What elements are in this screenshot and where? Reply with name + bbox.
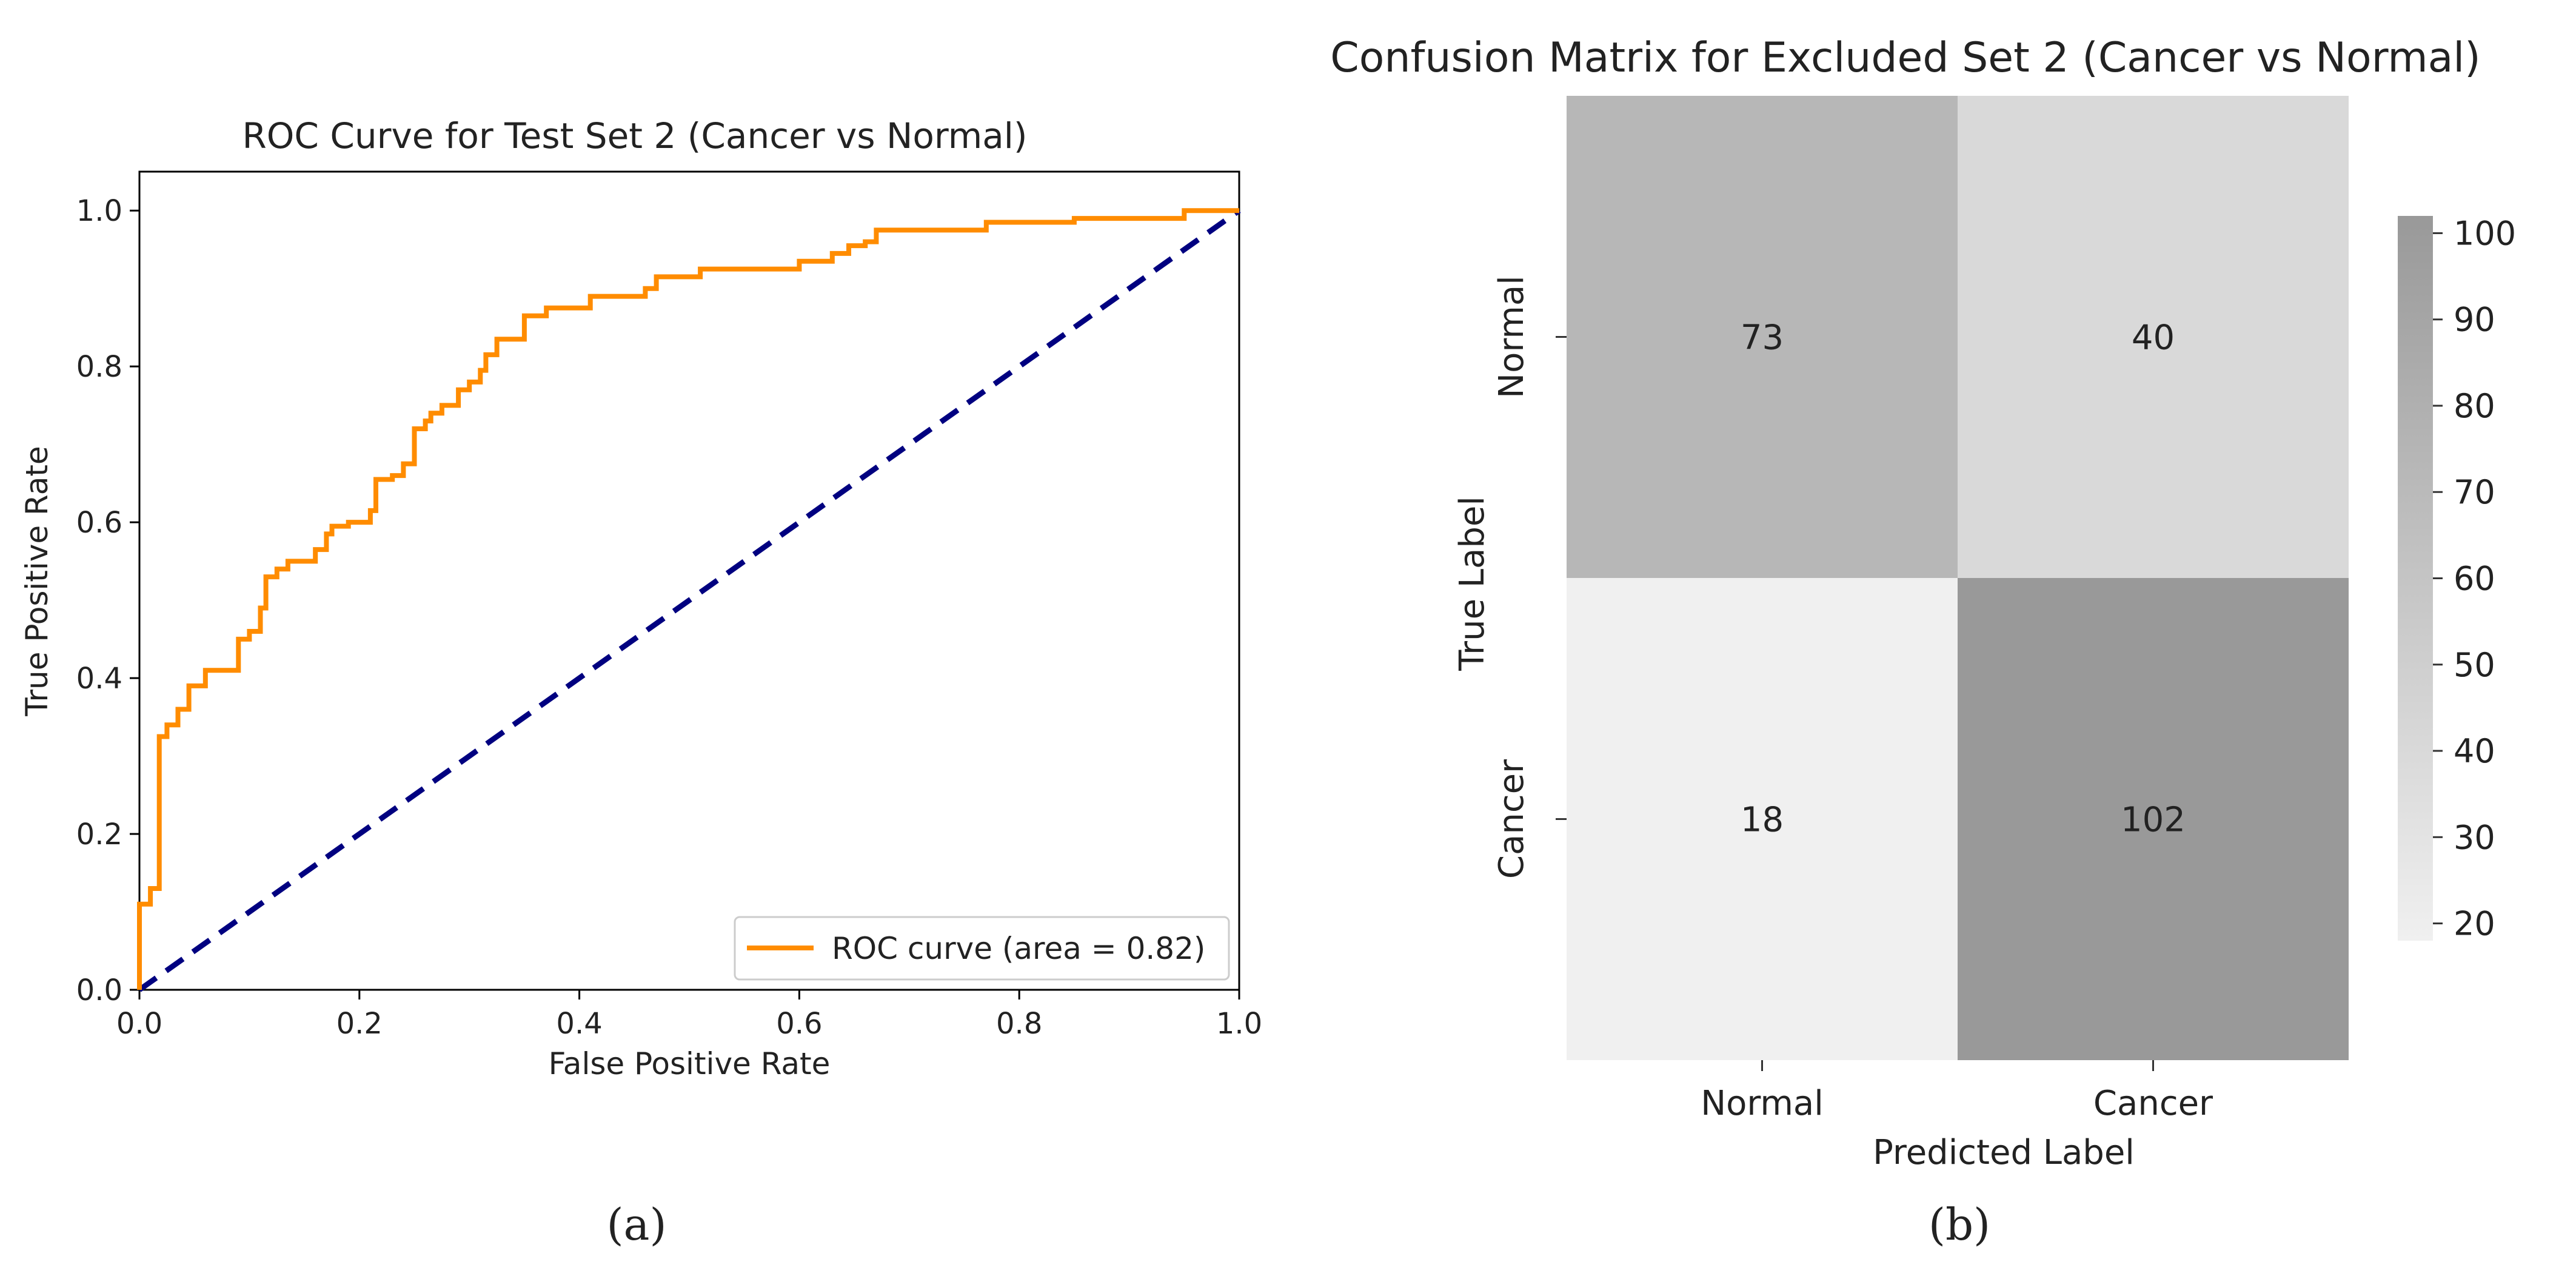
cm-colorbar-tick-label: 30 [2454, 818, 2495, 856]
cm-colorbar-tick-label: 20 [2454, 905, 2495, 943]
cm-cell [1958, 578, 2349, 1060]
roc-curve-line [137, 208, 1239, 990]
cm-title: Confusion Matrix for Excluded Set 2 (Can… [1330, 34, 2480, 82]
cm-colorbar-tick-label: 90 [2454, 301, 2495, 339]
roc-x-tick-label: 0.8 [996, 1007, 1042, 1041]
cm-y-tick-label: Cancer [1492, 759, 1531, 879]
cm-cell [1958, 96, 2349, 578]
cm-cell-value: 40 [2132, 318, 2175, 358]
roc-y-tick-label: 0.2 [76, 818, 122, 852]
roc-y-tick-label: 1.0 [76, 194, 122, 228]
confusion-panel: Confusion Matrix for Excluded Set 2 (Can… [1330, 34, 2516, 1250]
roc-y-tick-label: 0.0 [76, 973, 122, 1007]
roc-plot-area [138, 170, 1240, 991]
cm-y-tick-label: Normal [1492, 275, 1531, 398]
cm-colorbar [2398, 216, 2433, 941]
cm-annotations: 73 40 18 102 [1741, 318, 2186, 840]
cm-x-tick-label: Normal [1701, 1084, 1824, 1123]
cm-colorbar-tick-label: 70 [2454, 473, 2495, 511]
roc-lines [137, 208, 1241, 992]
roc-y-tick-label: 0.4 [76, 662, 122, 696]
cm-colorbar-tick-label: 60 [2454, 560, 2495, 598]
roc-x-tick-label: 0.6 [776, 1007, 822, 1041]
cm-cell-value: 73 [1741, 318, 1784, 358]
cm-colorbar-ticks: 20 30 40 50 60 70 80 90 100 [2433, 214, 2516, 943]
cm-cell [1567, 96, 1958, 578]
roc-x-tick-label: 0.2 [336, 1007, 383, 1041]
roc-x-tick-label: 0.0 [116, 1007, 162, 1041]
roc-x-tick-label: 1.0 [1216, 1007, 1262, 1041]
roc-legend-label: ROC curve (area = 0.82) [832, 931, 1205, 966]
cm-cells [1567, 96, 2349, 1060]
roc-y-axis-label: True Positive Rate [19, 446, 55, 716]
roc-y-tick-label: 0.8 [76, 350, 122, 384]
panel-label-b: (b) [1929, 1199, 1990, 1250]
panel-label-a: (a) [606, 1199, 666, 1250]
roc-y-tick-label: 0.6 [76, 506, 122, 540]
roc-y-ticks: 0.0 0.2 0.4 0.6 0.8 1.0 [76, 194, 139, 1007]
cm-y-axis-label: True Label [1453, 496, 1492, 671]
cm-colorbar-tick-label: 40 [2454, 732, 2495, 770]
cm-cell-value: 18 [1741, 801, 1784, 840]
cm-cell [1567, 578, 1958, 1060]
cm-y-ticks: Normal Cancer [1492, 275, 1567, 879]
cm-x-ticks: Normal Cancer [1701, 1060, 2213, 1123]
roc-legend-box [734, 916, 1230, 981]
roc-title: ROC Curve for Test Set 2 (Cancer vs Norm… [242, 115, 1027, 156]
cm-colorbar-tick-label: 80 [2454, 387, 2495, 425]
cm-colorbar-tick-label: 50 [2454, 646, 2495, 684]
cm-colorbar-tick-label: 100 [2454, 214, 2516, 252]
cm-x-axis-label: Predicted Label [1873, 1133, 2135, 1172]
roc-panel: ROC Curve for Test Set 2 (Cancer vs Norm… [19, 115, 1262, 1250]
cm-cell-value: 102 [2121, 801, 2186, 840]
roc-legend: ROC curve (area = 0.82) [734, 916, 1230, 981]
roc-x-axis-label: False Positive Rate [549, 1046, 831, 1081]
roc-x-tick-label: 0.4 [556, 1007, 602, 1041]
roc-x-ticks: 0.0 0.2 0.4 0.6 0.8 1.0 [116, 990, 1262, 1041]
cm-x-tick-label: Cancer [2093, 1084, 2213, 1123]
roc-diagonal-line [138, 208, 1241, 992]
